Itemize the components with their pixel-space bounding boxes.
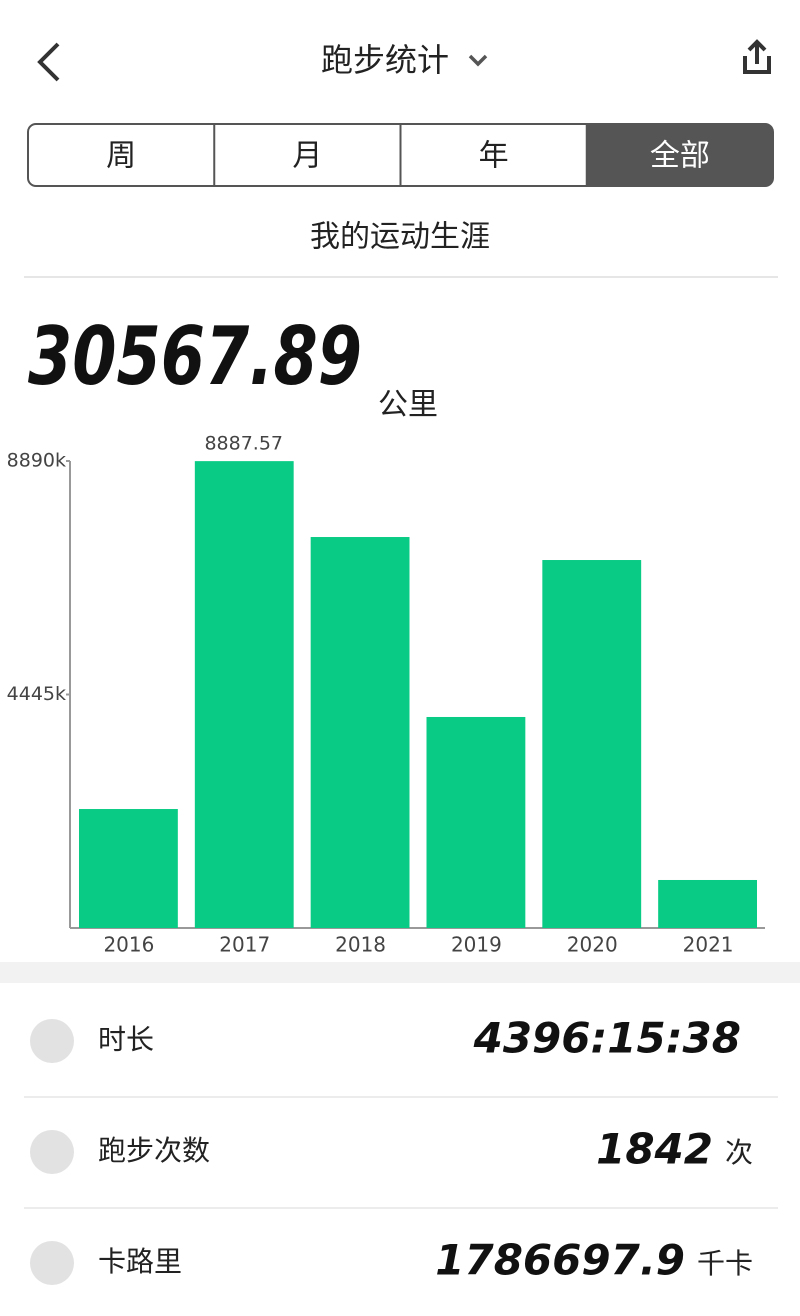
tab[interactable]: 全部 (650, 139, 710, 174)
subtitle: 我的运动生涯 (310, 220, 490, 255)
page-title[interactable]: 跑步统计 (321, 41, 449, 79)
bar[interactable] (658, 879, 757, 928)
stat-value: 1786697.9 (435, 1236, 685, 1285)
bar[interactable] (79, 809, 178, 928)
bar[interactable] (426, 716, 526, 928)
stat-icon (30, 1019, 74, 1063)
stat-unit: 次 (725, 1136, 753, 1169)
y-tick-label: 4445k (7, 683, 66, 705)
x-tick-label: 2019 (451, 933, 502, 957)
back-button[interactable] (37, 42, 60, 82)
stat-unit: 千卡 (697, 1247, 753, 1280)
share-button[interactable] (743, 39, 771, 74)
y-tick-label: 8890k (7, 450, 66, 472)
stat-label: 时长 (98, 1023, 154, 1056)
tab-bar: 周 月 年 全部 (27, 123, 774, 187)
stats-list: 时长 4396:15:38 跑步次数 次 1842 卡路里 千卡 1786697.9 (24, 1014, 778, 1285)
x-tick-label: 2017 (219, 933, 270, 957)
value-label: 8887.57 (204, 433, 283, 455)
stat-icon (30, 1130, 74, 1174)
title-dropdown[interactable] (468, 54, 488, 67)
x-tick-label: 2016 (103, 933, 154, 957)
tab[interactable]: 年 (479, 139, 509, 174)
stat-value: 4396:15:38 (473, 1014, 741, 1063)
section-gap (0, 962, 800, 983)
total-unit: 公里 (378, 388, 438, 423)
bar[interactable] (310, 537, 410, 928)
stat-icon (30, 1241, 74, 1285)
bar[interactable] (542, 560, 642, 928)
x-tick-label: 2021 (683, 933, 734, 957)
stat-label: 跑步次数 (98, 1134, 210, 1167)
tab-active-bg (586, 124, 773, 186)
bar[interactable] (194, 461, 294, 928)
x-tick-label: 2018 (335, 933, 386, 957)
stat-value: 1842 (596, 1125, 713, 1174)
total-distance: 30567.89 (28, 310, 362, 403)
chart: 4445k 8890k 2016 2017 8887.57 2018 2019 2020 202… (7, 433, 765, 957)
tab[interactable]: 月 (292, 139, 322, 174)
tab[interactable]: 周 (106, 139, 136, 174)
x-tick-label: 2020 (567, 933, 618, 957)
stat-label: 卡路里 (98, 1245, 182, 1278)
